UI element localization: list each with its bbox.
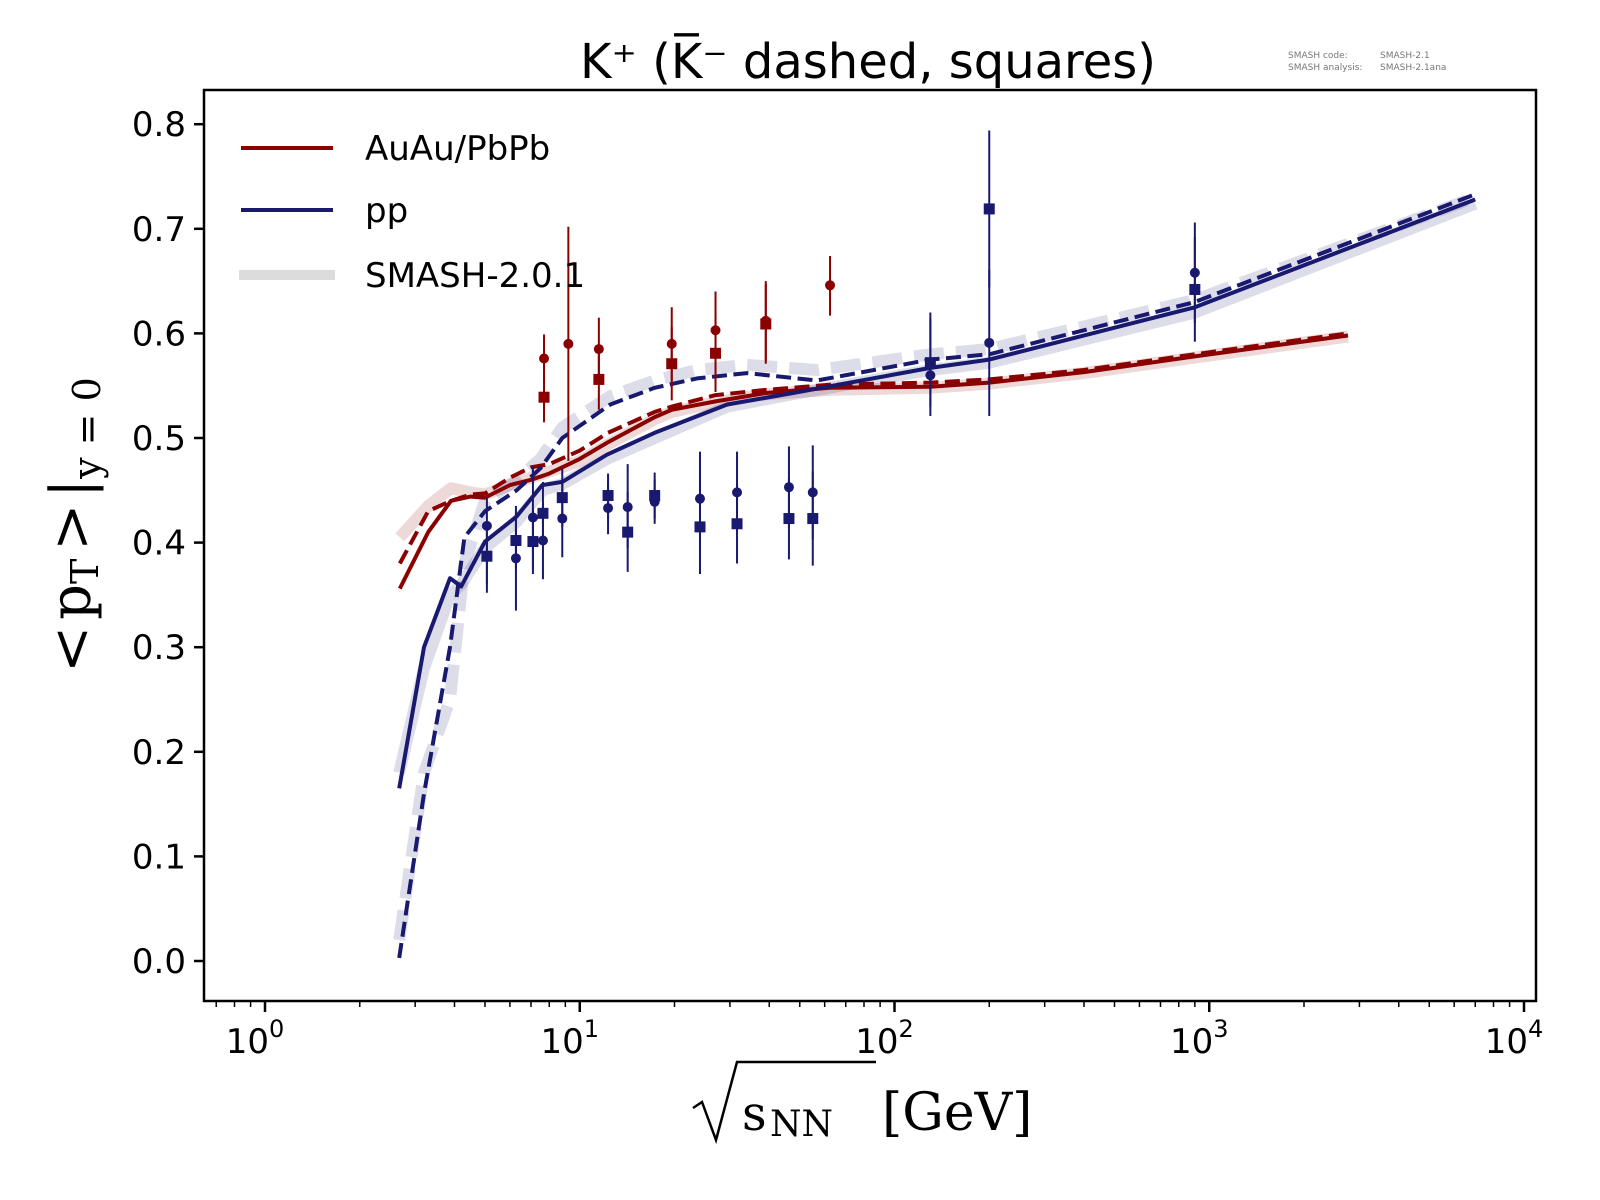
series-line-pp-kplus: [397, 197, 1476, 789]
y-tick-label: 0.0: [132, 942, 186, 982]
legend-label-smash201: SMASH-2.0.1: [365, 256, 585, 296]
y-tick-label: 0.6: [132, 314, 186, 354]
series-line-auau-kminus: [398, 331, 1349, 565]
meta-info: SMASH code: SMASH-2.1 SMASH analysis: SM…: [1288, 51, 1446, 73]
x-tick-label: 103: [1170, 1015, 1229, 1062]
x-tick-label: 100: [226, 1015, 285, 1062]
x-tick-base: 10: [1170, 1022, 1213, 1062]
data-point-square: [481, 550, 493, 562]
y-label-cond: y = 0: [65, 377, 109, 480]
x-label-s: s: [742, 1086, 767, 1142]
meta-analysis-value: SMASH-2.1ana: [1380, 63, 1446, 73]
x-label-unit: [GeV]: [882, 1083, 1032, 1143]
y-tick-label: 0.3: [132, 628, 186, 668]
data-point-circle: [563, 338, 574, 349]
data-point-square: [556, 492, 568, 504]
meta-code-value: SMASH-2.1: [1380, 51, 1430, 61]
x-tick-exponent: 1: [584, 1015, 599, 1043]
x-tick-base: 10: [540, 1022, 583, 1062]
y-tick-label: 0.8: [132, 105, 186, 145]
legend-label-auau: AuAu/PbPb: [365, 129, 550, 169]
x-tick-label: 104: [1485, 1015, 1544, 1062]
x-tick-label: 102: [855, 1015, 914, 1062]
series-band-pp-kminus: [393, 191, 1478, 941]
y-tick-label: 0.5: [132, 419, 186, 459]
chart-title: K⁺ (K̅⁻ dashed, squares): [580, 32, 1156, 90]
x-tick-exponent: 0: [269, 1015, 284, 1043]
data-point-circle: [984, 337, 995, 348]
x-label-sub: NN: [770, 1104, 833, 1145]
y-label-lt: <: [39, 626, 104, 673]
y-label-bar: |: [39, 479, 104, 498]
y-tick-label: 0.7: [132, 210, 186, 250]
x-axis: 100 101 102 103 104: [215, 1001, 1544, 1062]
data-point-circle: [825, 280, 836, 291]
data-point-square: [593, 373, 605, 385]
data-point-square: [783, 513, 795, 525]
series-line-pp-kminus: [397, 192, 1476, 959]
x-tick-base: 10: [855, 1022, 898, 1062]
data-point-square: [1189, 283, 1201, 295]
x-tick-base: 10: [1485, 1022, 1528, 1062]
meta-code-key: SMASH code:: [1288, 51, 1348, 61]
data-point-square: [510, 535, 522, 547]
x-tick-label: 101: [540, 1015, 599, 1062]
data-point-square: [807, 513, 819, 525]
y-label-gt: >: [39, 504, 104, 551]
data-point-square: [760, 318, 772, 330]
data-point-square: [649, 490, 661, 502]
data-point-circle: [481, 520, 492, 531]
plot-frame: [202, 88, 1538, 1003]
x-tick-exponent: 2: [898, 1015, 913, 1043]
legend: AuAu/PbPb pp SMASH-2.0.1: [239, 129, 585, 296]
data-point-square: [710, 347, 722, 359]
data-point-square: [527, 536, 539, 548]
data-point-square: [983, 203, 995, 215]
meta-analysis-key: SMASH analysis:: [1288, 63, 1362, 73]
y-label-sub: T: [63, 559, 107, 584]
y-axis: 0.0 0.1 0.2 0.3 0.4 0.5 0.6 0.7 0.8: [132, 105, 204, 982]
data-point-square: [694, 521, 706, 533]
data-point-square: [537, 507, 549, 519]
y-label-p: p: [39, 584, 104, 620]
x-tick-exponent: 3: [1213, 1015, 1228, 1043]
x-axis-label: s NN [GeV]: [692, 1060, 1032, 1145]
data-point-square: [538, 391, 550, 403]
y-label-text: < pT > |y = 0: [39, 377, 109, 673]
data-point-square: [666, 358, 678, 370]
y-tick-label: 0.1: [132, 837, 186, 877]
sqrt-sign: [692, 1060, 876, 1145]
data-point-square: [622, 526, 634, 538]
smash-21-lines: [397, 192, 1476, 959]
x-tick-exponent: 4: [1528, 1015, 1543, 1043]
data-point-circle: [539, 353, 550, 364]
data-point-square: [602, 490, 614, 502]
data-point-square: [731, 518, 743, 530]
y-tick-label: 0.4: [132, 524, 186, 564]
y-tick-label: 0.2: [132, 733, 186, 773]
x-tick-base: 10: [226, 1022, 269, 1062]
series-line-auau-kplus: [398, 333, 1349, 590]
y-axis-label: < pT > |y = 0: [39, 377, 109, 673]
data-point-square: [924, 357, 936, 369]
experimental-points: [481, 130, 1201, 611]
legend-label-pp: pp: [365, 191, 408, 231]
